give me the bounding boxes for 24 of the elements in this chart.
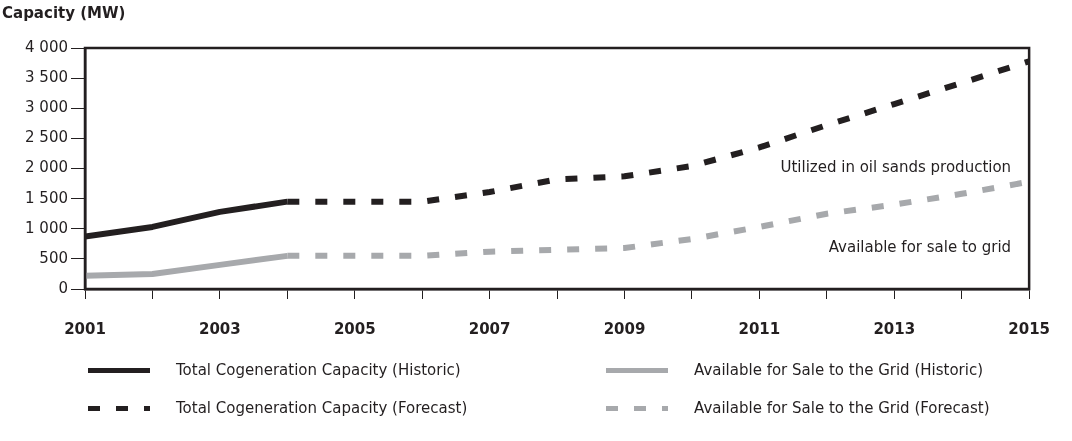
annotation: Utilized in oil sands production [780,158,1012,177]
x-tick-label: 2015 [1008,319,1050,338]
y-tick-label: 500 [39,248,68,267]
x-tick-label: 2013 [873,319,916,338]
x-tick-label: 2009 [603,319,646,338]
legend-label: Available for Sale to the Grid (Forecast) [694,399,990,417]
y-tick-label: 2 000 [25,158,68,177]
x-tick-label: 2005 [333,319,376,338]
annotation: Available for sale to grid [828,237,1012,256]
x-tick-label: 2007 [468,319,511,338]
y-tick-label: 2 500 [25,128,68,147]
x-tick-label: 2011 [738,319,781,338]
y-tick-label: 3 000 [25,98,68,117]
y-tick-label: 3 500 [25,68,68,87]
legend-label: Total Cogeneration Capacity (Historic) [176,361,461,379]
y-tick-label: 1 500 [25,188,68,207]
legend-label: Available for Sale to the Grid (Historic) [694,361,983,379]
y-tick-label: 4 000 [25,37,68,56]
x-tick-label: 2001 [64,319,106,338]
y-axis-title: Capacity (MW) [2,4,126,22]
legend-label: Total Cogeneration Capacity (Forecast) [176,399,468,417]
y-tick-label: 1 000 [25,218,68,237]
y-tick-label: 0 [58,278,68,297]
x-tick-label: 2003 [199,319,241,338]
